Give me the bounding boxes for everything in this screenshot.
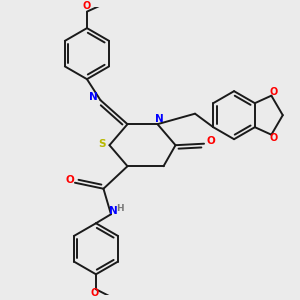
Text: S: S [98, 139, 106, 149]
Text: O: O [270, 133, 278, 143]
Text: O: O [83, 1, 91, 11]
Text: O: O [270, 87, 278, 97]
Text: N: N [154, 114, 164, 124]
Text: O: O [206, 136, 215, 146]
Text: O: O [91, 288, 99, 298]
Text: N: N [109, 206, 118, 216]
Text: H: H [116, 204, 124, 213]
Text: N: N [89, 92, 98, 102]
Text: O: O [65, 175, 74, 185]
